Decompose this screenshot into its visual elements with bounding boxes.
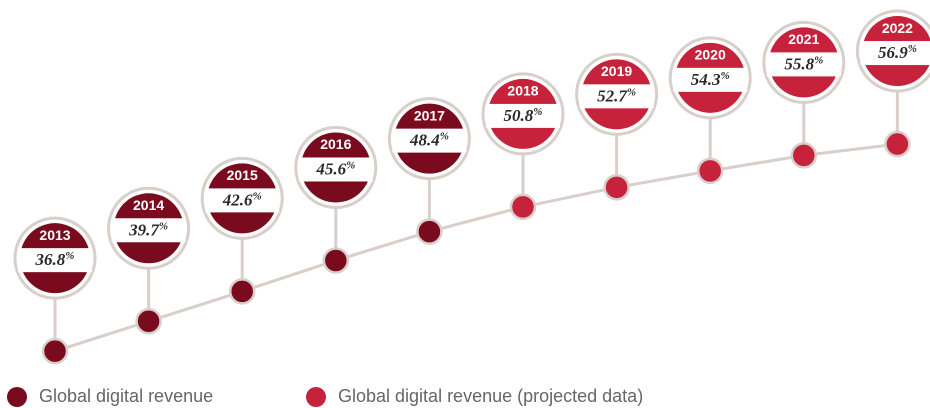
data-label: 45.6%: [315, 159, 355, 178]
badge: 2019 52.7%: [575, 52, 659, 188]
badge: 2014 39.7%: [107, 186, 191, 322]
marker: [416, 218, 443, 245]
badge-band: [486, 103, 560, 128]
legend-label: Global digital revenue: [39, 386, 213, 406]
badge: 2015 42.6%: [200, 156, 284, 292]
marker: [228, 278, 256, 305]
marker: [41, 337, 69, 365]
legend-swatch: [306, 387, 326, 407]
year-label: 2014: [133, 197, 164, 213]
data-label: 56.9%: [878, 43, 917, 62]
series-connector: [429, 205, 524, 234]
badges: 2013 36.8% 2014 39.7% 2015 42.6% 2016 45.6% 2017…: [13, 9, 930, 352]
legend-label: Global digital revenue (projected data): [338, 386, 643, 406]
year-label: 2016: [320, 136, 351, 152]
badge-band: [111, 218, 186, 243]
marker: [135, 308, 162, 335]
badge: 2020 54.3%: [668, 36, 752, 171]
markers: [41, 130, 911, 365]
data-label: 48.4%: [409, 130, 449, 149]
data-label: 55.8%: [784, 54, 823, 73]
badge: 2017 48.4%: [387, 97, 471, 232]
badge: 2022 56.9%: [855, 9, 930, 145]
marker: [696, 157, 724, 185]
badge-band: [298, 157, 373, 182]
marker: [884, 130, 911, 158]
badge-band: [860, 41, 930, 66]
badge: 2018 50.8%: [481, 72, 565, 207]
year-label: 2013: [39, 227, 70, 243]
marker: [509, 193, 537, 221]
marker: [790, 142, 818, 169]
badge: 2013 36.8%: [13, 216, 97, 352]
badge-band: [766, 52, 841, 77]
data-label: 36.8%: [35, 250, 75, 269]
year-label: 2020: [695, 47, 726, 63]
data-label: 54.3%: [691, 69, 730, 88]
data-label: 52.7%: [597, 86, 636, 105]
data-label: 39.7%: [128, 220, 168, 239]
badge-band: [673, 67, 748, 92]
badge-band: [392, 128, 467, 153]
year-label: 2022: [882, 20, 913, 36]
legend-swatch: [7, 387, 27, 407]
year-label: 2021: [788, 31, 819, 47]
marker: [603, 174, 630, 201]
badge-band: [18, 248, 92, 273]
badge: 2016 45.6%: [294, 125, 378, 261]
year-label: 2018: [507, 83, 538, 99]
marker: [322, 247, 350, 274]
data-label: 50.8%: [504, 105, 543, 124]
badge-band: [579, 84, 654, 109]
badge: 2021 55.8%: [762, 20, 846, 156]
year-label: 2017: [414, 107, 445, 123]
year-label: 2019: [601, 63, 632, 79]
badge-band: [205, 188, 280, 213]
data-label: 42.6%: [222, 190, 262, 209]
year-label: 2015: [227, 167, 258, 183]
